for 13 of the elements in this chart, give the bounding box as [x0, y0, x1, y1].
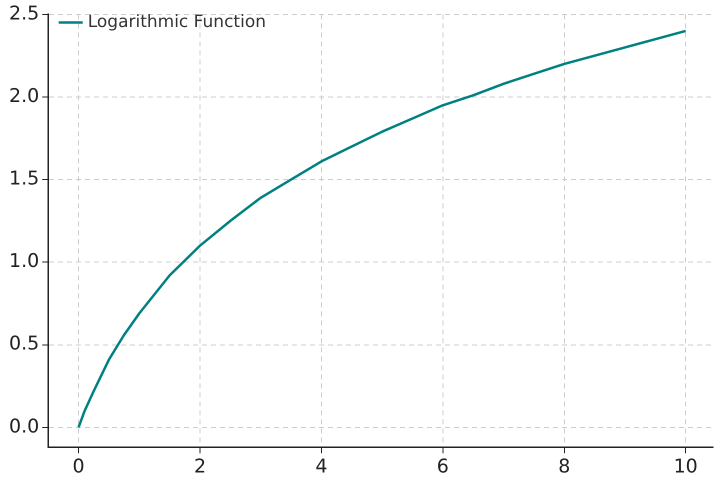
x-tick-label: 0 [72, 456, 85, 478]
y-tick-label: 0.0 [9, 415, 40, 438]
y-tick-label: 2.0 [9, 84, 40, 107]
y-tick-label: 2.5 [9, 2, 40, 24]
x-tick-label: 4 [315, 456, 328, 478]
x-tick-label: 8 [558, 456, 570, 478]
y-tick-label: 0.5 [9, 332, 40, 355]
y-tick-label: 1.0 [9, 250, 40, 272]
x-tick-label: 2 [194, 456, 206, 478]
x-tick-label: 10 [674, 456, 698, 478]
legend-label: Logarithmic Function [88, 12, 266, 32]
y-tick-label: 1.5 [9, 168, 40, 190]
x-tick-label: 6 [436, 456, 449, 478]
